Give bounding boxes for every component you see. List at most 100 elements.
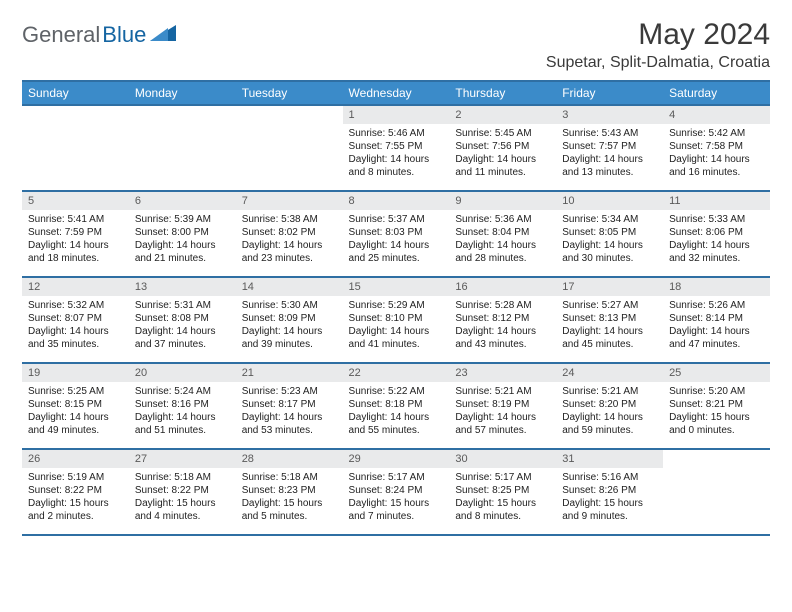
cell-ss: Sunset: 8:22 PM xyxy=(28,484,123,497)
day-number: 7 xyxy=(236,192,343,210)
cell-body: Sunrise: 5:22 AMSunset: 8:18 PMDaylight:… xyxy=(343,382,450,441)
calendar-row: 26Sunrise: 5:19 AMSunset: 8:22 PMDayligh… xyxy=(22,449,770,535)
day-number: 6 xyxy=(129,192,236,210)
calendar-cell: 9Sunrise: 5:36 AMSunset: 8:04 PMDaylight… xyxy=(449,191,556,277)
cell-dl: Daylight: 14 hours and 13 minutes. xyxy=(562,153,657,179)
calendar-row: 5Sunrise: 5:41 AMSunset: 7:59 PMDaylight… xyxy=(22,191,770,277)
calendar-cell xyxy=(663,449,770,535)
dayname-sat: Saturday xyxy=(663,81,770,105)
calendar-cell: 18Sunrise: 5:26 AMSunset: 8:14 PMDayligh… xyxy=(663,277,770,363)
calendar-cell: 6Sunrise: 5:39 AMSunset: 8:00 PMDaylight… xyxy=(129,191,236,277)
calendar-cell: 27Sunrise: 5:18 AMSunset: 8:22 PMDayligh… xyxy=(129,449,236,535)
calendar-cell: 5Sunrise: 5:41 AMSunset: 7:59 PMDaylight… xyxy=(22,191,129,277)
day-number: 5 xyxy=(22,192,129,210)
calendar-cell: 23Sunrise: 5:21 AMSunset: 8:19 PMDayligh… xyxy=(449,363,556,449)
cell-ss: Sunset: 8:08 PM xyxy=(135,312,230,325)
day-number: 15 xyxy=(343,278,450,296)
calendar-cell: 28Sunrise: 5:18 AMSunset: 8:23 PMDayligh… xyxy=(236,449,343,535)
day-number: 14 xyxy=(236,278,343,296)
cell-body: Sunrise: 5:24 AMSunset: 8:16 PMDaylight:… xyxy=(129,382,236,441)
cell-sr: Sunrise: 5:34 AM xyxy=(562,213,657,226)
cell-ss: Sunset: 7:55 PM xyxy=(349,140,444,153)
calendar-cell: 19Sunrise: 5:25 AMSunset: 8:15 PMDayligh… xyxy=(22,363,129,449)
day-number: 28 xyxy=(236,450,343,468)
cell-ss: Sunset: 8:19 PM xyxy=(455,398,550,411)
cell-dl: Daylight: 15 hours and 7 minutes. xyxy=(349,497,444,523)
cell-ss: Sunset: 8:26 PM xyxy=(562,484,657,497)
cell-ss: Sunset: 8:20 PM xyxy=(562,398,657,411)
cell-dl: Daylight: 14 hours and 49 minutes. xyxy=(28,411,123,437)
dayname-sun: Sunday xyxy=(22,81,129,105)
day-number: 1 xyxy=(343,106,450,124)
calendar-row: 1Sunrise: 5:46 AMSunset: 7:55 PMDaylight… xyxy=(22,105,770,191)
cell-body: Sunrise: 5:18 AMSunset: 8:23 PMDaylight:… xyxy=(236,468,343,527)
cell-body: Sunrise: 5:43 AMSunset: 7:57 PMDaylight:… xyxy=(556,124,663,183)
cell-ss: Sunset: 8:02 PM xyxy=(242,226,337,239)
day-number: 27 xyxy=(129,450,236,468)
cell-ss: Sunset: 8:10 PM xyxy=(349,312,444,325)
calendar-cell: 17Sunrise: 5:27 AMSunset: 8:13 PMDayligh… xyxy=(556,277,663,363)
calendar-cell: 3Sunrise: 5:43 AMSunset: 7:57 PMDaylight… xyxy=(556,105,663,191)
cell-sr: Sunrise: 5:26 AM xyxy=(669,299,764,312)
brand-logo: GeneralBlue xyxy=(22,18,176,48)
cell-body: Sunrise: 5:36 AMSunset: 8:04 PMDaylight:… xyxy=(449,210,556,269)
cell-sr: Sunrise: 5:41 AM xyxy=(28,213,123,226)
calendar-cell: 10Sunrise: 5:34 AMSunset: 8:05 PMDayligh… xyxy=(556,191,663,277)
day-number: 25 xyxy=(663,364,770,382)
cell-sr: Sunrise: 5:33 AM xyxy=(669,213,764,226)
day-number: 8 xyxy=(343,192,450,210)
calendar-cell: 15Sunrise: 5:29 AMSunset: 8:10 PMDayligh… xyxy=(343,277,450,363)
cell-sr: Sunrise: 5:24 AM xyxy=(135,385,230,398)
cell-ss: Sunset: 8:25 PM xyxy=(455,484,550,497)
cell-sr: Sunrise: 5:27 AM xyxy=(562,299,657,312)
day-number: 16 xyxy=(449,278,556,296)
calendar-row: 12Sunrise: 5:32 AMSunset: 8:07 PMDayligh… xyxy=(22,277,770,363)
calendar-cell: 29Sunrise: 5:17 AMSunset: 8:24 PMDayligh… xyxy=(343,449,450,535)
cell-sr: Sunrise: 5:21 AM xyxy=(455,385,550,398)
cell-body: Sunrise: 5:37 AMSunset: 8:03 PMDaylight:… xyxy=(343,210,450,269)
cell-body: Sunrise: 5:39 AMSunset: 8:00 PMDaylight:… xyxy=(129,210,236,269)
cell-ss: Sunset: 8:13 PM xyxy=(562,312,657,325)
day-number: 18 xyxy=(663,278,770,296)
day-number: 9 xyxy=(449,192,556,210)
cell-ss: Sunset: 7:59 PM xyxy=(28,226,123,239)
month-title: May 2024 xyxy=(546,18,770,52)
calendar-cell: 26Sunrise: 5:19 AMSunset: 8:22 PMDayligh… xyxy=(22,449,129,535)
calendar-cell xyxy=(236,105,343,191)
cell-ss: Sunset: 8:22 PM xyxy=(135,484,230,497)
cell-body: Sunrise: 5:17 AMSunset: 8:25 PMDaylight:… xyxy=(449,468,556,527)
cell-body: Sunrise: 5:17 AMSunset: 8:24 PMDaylight:… xyxy=(343,468,450,527)
cell-dl: Daylight: 14 hours and 37 minutes. xyxy=(135,325,230,351)
cell-sr: Sunrise: 5:30 AM xyxy=(242,299,337,312)
cell-sr: Sunrise: 5:17 AM xyxy=(349,471,444,484)
cell-body: Sunrise: 5:46 AMSunset: 7:55 PMDaylight:… xyxy=(343,124,450,183)
logo-triangle-icon xyxy=(150,25,176,46)
brand-text-2: Blue xyxy=(102,22,146,48)
day-number: 2 xyxy=(449,106,556,124)
dayname-mon: Monday xyxy=(129,81,236,105)
calendar-row: 19Sunrise: 5:25 AMSunset: 8:15 PMDayligh… xyxy=(22,363,770,449)
cell-body: Sunrise: 5:29 AMSunset: 8:10 PMDaylight:… xyxy=(343,296,450,355)
cell-ss: Sunset: 8:15 PM xyxy=(28,398,123,411)
calendar-cell xyxy=(129,105,236,191)
cell-sr: Sunrise: 5:37 AM xyxy=(349,213,444,226)
calendar-cell: 31Sunrise: 5:16 AMSunset: 8:26 PMDayligh… xyxy=(556,449,663,535)
cell-ss: Sunset: 8:16 PM xyxy=(135,398,230,411)
cell-ss: Sunset: 7:57 PM xyxy=(562,140,657,153)
day-number: 3 xyxy=(556,106,663,124)
day-number: 10 xyxy=(556,192,663,210)
cell-ss: Sunset: 8:21 PM xyxy=(669,398,764,411)
cell-body: Sunrise: 5:42 AMSunset: 7:58 PMDaylight:… xyxy=(663,124,770,183)
day-number: 29 xyxy=(343,450,450,468)
day-number: 4 xyxy=(663,106,770,124)
calendar-cell: 2Sunrise: 5:45 AMSunset: 7:56 PMDaylight… xyxy=(449,105,556,191)
cell-ss: Sunset: 8:04 PM xyxy=(455,226,550,239)
cell-sr: Sunrise: 5:31 AM xyxy=(135,299,230,312)
cell-sr: Sunrise: 5:25 AM xyxy=(28,385,123,398)
cell-body: Sunrise: 5:16 AMSunset: 8:26 PMDaylight:… xyxy=(556,468,663,527)
cell-body: Sunrise: 5:41 AMSunset: 7:59 PMDaylight:… xyxy=(22,210,129,269)
calendar-cell: 25Sunrise: 5:20 AMSunset: 8:21 PMDayligh… xyxy=(663,363,770,449)
day-number: 31 xyxy=(556,450,663,468)
cell-dl: Daylight: 14 hours and 55 minutes. xyxy=(349,411,444,437)
cell-sr: Sunrise: 5:18 AM xyxy=(242,471,337,484)
